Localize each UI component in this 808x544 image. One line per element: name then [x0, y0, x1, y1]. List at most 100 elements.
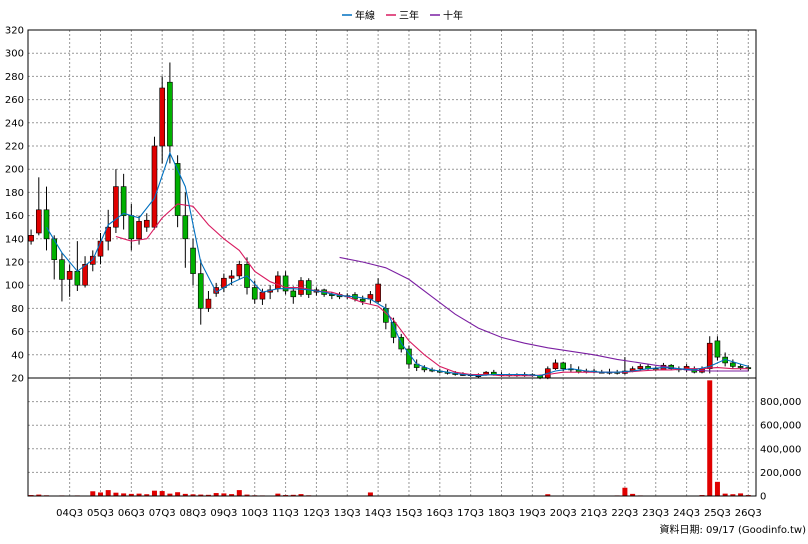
candle-body — [275, 275, 281, 289]
time-tick-label: 04Q3 — [56, 508, 83, 519]
candle-body — [182, 215, 189, 240]
volume-bar — [630, 493, 636, 496]
time-tick-label: 21Q3 — [581, 508, 608, 519]
grid — [28, 29, 756, 496]
legend-label: 三年 — [399, 9, 419, 22]
time-tick-label: 25Q3 — [704, 508, 731, 519]
volume-bar — [90, 491, 96, 496]
price-tick-label: 120 — [5, 258, 24, 269]
candle-body — [190, 247, 196, 274]
legend-label: 年線 — [355, 9, 375, 22]
candle-body — [151, 145, 158, 228]
volume-bar — [722, 493, 728, 496]
candle-body — [43, 209, 50, 240]
volume-bar — [159, 491, 165, 496]
volume-bar — [105, 490, 111, 496]
time-tick-label: 10Q3 — [241, 508, 268, 519]
candle-body — [390, 322, 397, 338]
ma-3yr-line — [115, 203, 749, 377]
volume-tick-label: 800,000 — [760, 397, 801, 408]
moving-average-lines — [46, 151, 749, 377]
price-tick-label: 240 — [5, 118, 24, 129]
candle-body — [143, 219, 150, 228]
candle-body — [82, 264, 88, 286]
footer-text: 資料日期: 09/17 (Goodinfo.tw) — [659, 523, 806, 536]
time-tick-label: 24Q3 — [673, 508, 700, 519]
legend-label: 十年 — [443, 9, 463, 22]
time-tick-label: 08Q3 — [180, 508, 207, 519]
time-tick-label: 14Q3 — [365, 508, 392, 519]
candle-body — [359, 298, 366, 302]
volume-bar — [128, 493, 134, 496]
candle-body — [236, 264, 243, 277]
time-tick-label: 06Q3 — [118, 508, 145, 519]
candle-body — [552, 362, 559, 370]
price-tick-label: 300 — [5, 49, 24, 60]
volume-bar — [622, 487, 628, 496]
ma-10yr-line — [339, 256, 749, 372]
volume-bar — [730, 494, 736, 496]
volume-bar — [738, 493, 744, 496]
volume-bar — [367, 492, 373, 496]
price-tick-label: 80 — [11, 304, 24, 315]
candle-body — [197, 273, 204, 309]
candle-body — [251, 287, 258, 300]
candle-body — [737, 366, 744, 368]
time-tick-label: 07Q3 — [149, 508, 176, 519]
time-tick-label: 26Q3 — [735, 508, 762, 519]
volume-bar — [121, 493, 127, 496]
price-tick-label: 200 — [5, 165, 24, 176]
volume-bar — [244, 494, 250, 496]
volume-bar — [213, 493, 219, 496]
candle-body — [637, 366, 644, 370]
candle-body — [120, 186, 127, 216]
candle-body — [174, 163, 181, 216]
candle-body — [228, 275, 235, 279]
volume-tick-label: 400,000 — [760, 444, 801, 455]
candle-body — [730, 362, 736, 367]
time-tick-label: 22Q3 — [611, 508, 638, 519]
volume-bar — [221, 493, 227, 496]
candle-body — [74, 270, 81, 286]
volume-bar — [545, 494, 551, 496]
candle-body — [167, 81, 173, 147]
time-tick-label: 09Q3 — [210, 508, 237, 519]
price-tick-label: 20 — [11, 374, 24, 385]
price-tick-label: 140 — [5, 234, 24, 245]
volume-bar — [144, 494, 150, 496]
time-tick-label: 23Q3 — [642, 508, 669, 519]
time-tick-label: 11Q3 — [272, 508, 299, 519]
candle-body — [113, 186, 119, 228]
volume-axis-ticks: 0 200,000 400,000 600,000 800,000 — [760, 397, 801, 502]
time-tick-label: 05Q3 — [87, 508, 114, 519]
volume-tick-label: 600,000 — [760, 421, 801, 432]
price-tick-label: 160 — [5, 211, 24, 222]
candle-body — [136, 221, 142, 240]
candle-body — [560, 362, 567, 370]
candle-body — [305, 280, 312, 295]
volume-bar — [714, 481, 720, 496]
candle-body — [375, 283, 381, 302]
volume-bar — [182, 493, 188, 496]
volume-bar — [275, 493, 281, 496]
price-tick-label: 60 — [11, 327, 24, 338]
volume-bar — [167, 493, 173, 496]
candle-body — [329, 294, 335, 296]
volume-bar — [97, 492, 103, 496]
price-tick-label: 180 — [5, 188, 24, 199]
legend: 年線 三年 十年 — [342, 9, 463, 22]
candle-body — [290, 290, 297, 298]
candle-body — [205, 298, 212, 309]
time-tick-label: 18Q3 — [488, 508, 515, 519]
candle-body — [259, 291, 266, 300]
time-tick-label: 15Q3 — [395, 508, 422, 519]
time-axis-ticks: 04Q3 05Q3 06Q3 07Q3 08Q3 09Q3 10Q3 11Q3 12Q3 13Q3… — [56, 508, 762, 519]
volume-bar — [707, 380, 713, 496]
time-tick-label: 17Q3 — [457, 508, 484, 519]
price-tick-label: 280 — [5, 72, 24, 83]
volume-bar — [198, 494, 204, 496]
volume-bar — [229, 494, 235, 496]
candle-body — [35, 209, 42, 234]
